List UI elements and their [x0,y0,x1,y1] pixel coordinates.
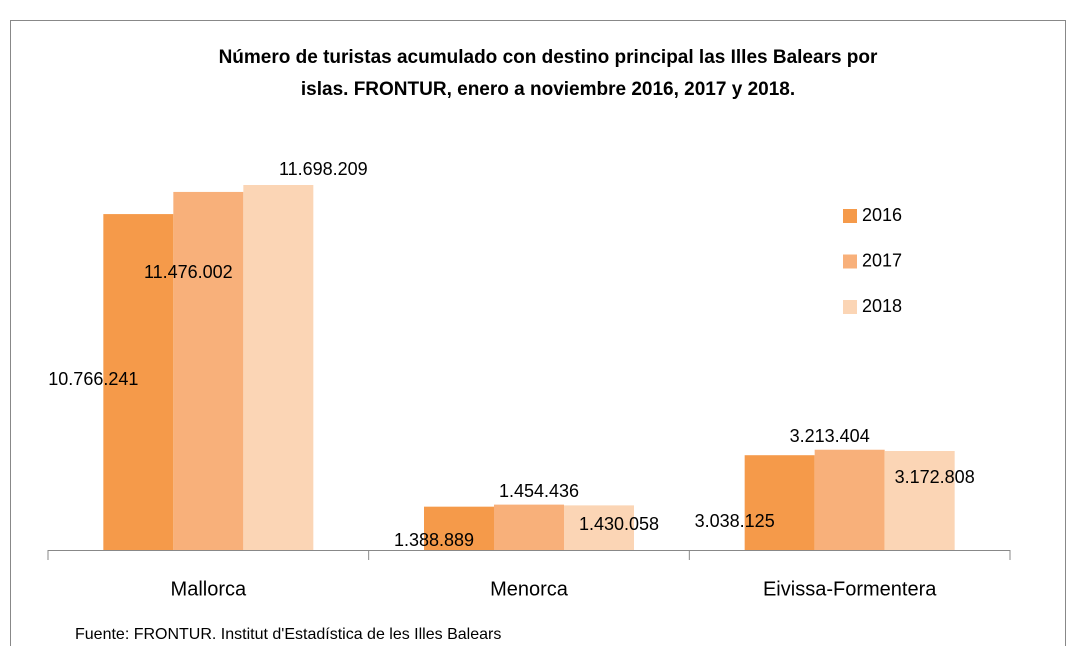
value-label: 3.172.808 [895,467,975,487]
bar [884,451,955,550]
value-label: 11.698.209 [279,159,368,179]
bar [564,505,634,550]
bar [243,185,314,550]
chart-title: Número de turistas acumulado con destino… [219,47,878,100]
bar [424,506,494,550]
legend-label: 2017 [862,250,902,270]
legend-label: 2016 [862,205,902,225]
value-label: 10.766.241 [48,369,138,389]
x-tick-label: Menorca [490,578,569,600]
value-label: 1.388.889 [394,530,474,550]
value-label: 3.213.404 [790,426,870,446]
legend-swatch [843,300,857,314]
bar [494,504,564,550]
legend-swatch [843,209,857,223]
x-tick-label: Mallorca [171,578,247,600]
bar [744,455,815,550]
bar [103,214,174,550]
chart-frame [10,20,1066,646]
value-label: 11.476.002 [144,262,233,282]
x-tick-label: Eivissa-Formentera [763,578,937,600]
bar [814,449,885,550]
legend-label: 2018 [862,296,902,316]
value-label: 1.454.436 [499,481,579,501]
bar [173,191,244,550]
value-label: 1.430.058 [579,514,659,534]
value-label: 3.038.125 [695,511,775,531]
source-note: Fuente: FRONTUR. Institut d'Estadística … [75,626,501,643]
legend-swatch [843,254,857,269]
